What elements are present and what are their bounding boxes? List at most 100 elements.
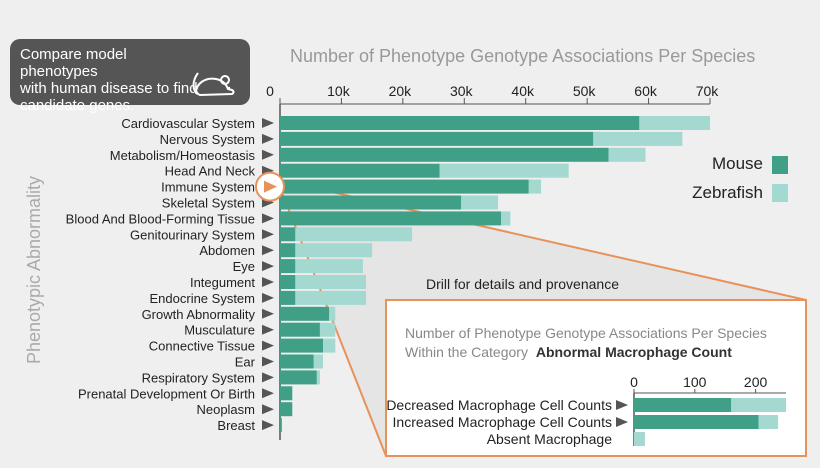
main-bar-mouse-blood-and-blood-forming-tissue[interactable] (280, 211, 502, 226)
main-bar-zebrafish-growth-abnormality[interactable] (329, 306, 336, 321)
main-bar-zebrafish-eye[interactable] (295, 259, 363, 274)
main-category-label: Endocrine System (150, 291, 256, 306)
play-icon[interactable] (264, 180, 277, 193)
main-bar-mouse-metabolism-homeostasis[interactable] (280, 147, 609, 162)
main-category-label: Metabolism/Homeostasis (110, 148, 256, 163)
main-x-tick-label: 30k (450, 83, 474, 99)
main-bar-mouse-neoplasm[interactable] (280, 402, 293, 417)
main-bar-zebrafish-head-and-neck[interactable] (439, 163, 569, 178)
drill-arrow-icon[interactable] (262, 324, 274, 335)
drill-arrow-icon[interactable] (262, 118, 274, 128)
main-bar-zebrafish-metabolism-homeostasis[interactable] (608, 147, 646, 162)
main-category-label: Genitourinary System (130, 227, 255, 242)
main-bar-mouse-respiratory-system[interactable] (280, 370, 317, 385)
main-bar-mouse-cardiovascular-system[interactable] (280, 116, 640, 130)
main-bar-zebrafish-musculature[interactable] (319, 322, 336, 337)
legend-label-mouse: Mouse (712, 154, 763, 173)
main-bar-mouse-ear[interactable] (280, 354, 314, 369)
main-bar-zebrafish-integument[interactable] (295, 275, 366, 289)
main-bar-mouse-abdomen[interactable] (280, 243, 296, 258)
drill-arrow-icon[interactable] (262, 261, 274, 272)
main-bar-zebrafish-cardiovascular-system[interactable] (639, 116, 710, 130)
detail-drill-arrow-icon[interactable] (616, 400, 628, 410)
detail-bar-zebrafish-increased-macrophage-cell-counts[interactable] (758, 415, 779, 429)
drill-label: Drill for details and provenance (426, 276, 619, 292)
main-category-label: Musculature (184, 323, 255, 338)
legend: Mouse Zebrafish (692, 154, 788, 202)
main-bar-mouse-head-and-neck[interactable] (280, 163, 440, 178)
drill-arrow-icon[interactable] (262, 229, 274, 240)
main-bar-zebrafish-endocrine-system[interactable] (295, 290, 366, 305)
drill-arrow-icon[interactable] (262, 372, 274, 383)
y-axis-title: Phenotypic Abnormality (24, 176, 44, 364)
main-bar-zebrafish-immune-system[interactable] (528, 179, 542, 194)
main-bar-mouse-skeletal-system[interactable] (280, 195, 462, 210)
main-bar-zebrafish-blood-and-blood-forming-tissue[interactable] (501, 211, 511, 226)
drill-arrow-icon[interactable] (262, 133, 274, 144)
drill-arrow-icon[interactable] (262, 404, 274, 415)
main-bar-mouse-breast[interactable] (280, 418, 282, 433)
legend-swatch-zebrafish (772, 184, 788, 202)
detail-bar-zebrafish-decreased-macrophage-cell-counts[interactable] (731, 398, 786, 412)
main-bar-mouse-genitourinary-system[interactable] (280, 227, 296, 242)
highlight-marker[interactable] (255, 171, 285, 202)
main-bar-mouse-immune-system[interactable] (280, 179, 529, 194)
main-bar-zebrafish-ear[interactable] (313, 354, 323, 369)
drill-arrow-icon[interactable] (262, 277, 274, 287)
main-chart-title: Number of Phenotype Genotype Association… (290, 46, 755, 66)
main-category-label: Abdomen (199, 243, 255, 258)
main-category-label: Respiratory System (142, 370, 255, 385)
main-bar-mouse-musculature[interactable] (280, 322, 320, 337)
detail-drill-arrow-icon[interactable] (616, 417, 628, 427)
main-category-label: Neoplasm (196, 402, 255, 417)
main-category-label: Head And Neck (165, 164, 256, 179)
main-x-tick-label: 20k (389, 83, 413, 99)
main-bars (280, 116, 710, 433)
detail-title: Number of Phenotype Genotype Association… (405, 325, 767, 341)
legend-label-zebrafish: Zebrafish (692, 183, 763, 202)
main-bar-zebrafish-respiratory-system[interactable] (316, 370, 320, 385)
detail-x-tick-label: 0 (630, 374, 638, 390)
main-bar-zebrafish-skeletal-system[interactable] (461, 195, 499, 210)
main-category-label: Nervous System (160, 132, 255, 147)
drill-arrow-icon[interactable] (262, 356, 274, 367)
drill-arrow-icon[interactable] (262, 245, 274, 256)
detail-bar-zebrafish-absent-macrophage[interactable] (634, 432, 645, 446)
main-bar-zebrafish-nervous-system[interactable] (593, 131, 683, 146)
drill-arrow-icon[interactable] (262, 292, 274, 303)
detail-bar-mouse-increased-macrophage-cell-counts[interactable] (634, 415, 759, 429)
main-bar-zebrafish-abdomen[interactable] (295, 243, 373, 258)
detail-bar-mouse-decreased-macrophage-cell-counts[interactable] (634, 398, 732, 412)
main-category-label: Immune System (161, 180, 255, 195)
main-bar-mouse-integument[interactable] (280, 275, 296, 289)
main-category-label: Ear (235, 355, 256, 370)
main-bar-mouse-prenatal-development-or-birth[interactable] (280, 386, 293, 401)
main-category-label: Growth Abnormality (142, 307, 256, 322)
main-category-label: Connective Tissue (149, 339, 255, 354)
main-bar-zebrafish-genitourinary-system[interactable] (295, 227, 413, 242)
drill-arrow-icon[interactable] (262, 388, 274, 399)
drill-arrow-icon[interactable] (262, 340, 274, 351)
detail-panel: Number of Phenotype Genotype Association… (385, 299, 807, 457)
main-bar-mouse-growth-abnormality[interactable] (280, 306, 330, 321)
detail-subtitle-category: Abnormal Macrophage Count (536, 344, 732, 360)
drill-arrow-icon[interactable] (262, 149, 274, 160)
callout-text: Compare model phenotypes with human dise… (20, 46, 198, 114)
main-bar-mouse-endocrine-system[interactable] (280, 290, 296, 305)
main-bar-zebrafish-connective-tissue[interactable] (323, 338, 336, 353)
drill-arrow-icon[interactable] (262, 308, 274, 319)
detail-subtitle-prefix: Within the Category (405, 344, 528, 360)
main-bar-mouse-connective-tissue[interactable] (280, 338, 323, 353)
main-x-tick-label: 50k (573, 83, 597, 99)
main-bar-mouse-eye[interactable] (280, 259, 296, 274)
main-x-tick-label: 10k (327, 83, 351, 99)
detail-category-labels: Decreased Macrophage Cell CountsIncrease… (386, 397, 628, 447)
info-callout: Compare model phenotypes with human dise… (10, 39, 250, 114)
main-bar-mouse-nervous-system[interactable] (280, 131, 594, 146)
detail-x-tick-label: 100 (683, 374, 707, 390)
drill-arrow-icon[interactable] (262, 213, 274, 224)
drill-arrow-icon[interactable] (262, 420, 274, 431)
